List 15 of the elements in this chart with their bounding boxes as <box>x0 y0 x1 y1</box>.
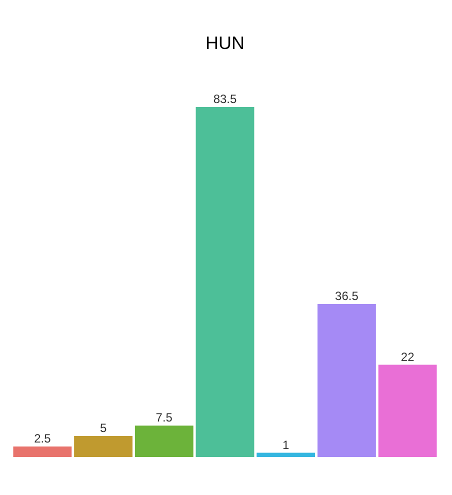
data-label: 7.5 <box>156 410 173 425</box>
bar <box>196 107 254 457</box>
bar <box>318 304 376 457</box>
chart-title: HUN <box>206 33 244 53</box>
data-label: 1 <box>282 438 290 452</box>
bar <box>378 364 437 457</box>
data-label: 5 <box>100 421 107 436</box>
bar <box>134 426 194 457</box>
bar <box>256 452 316 457</box>
data-label: 83.5 <box>213 92 237 106</box>
data-label: 36.5 <box>335 289 359 304</box>
data-label: 22 <box>400 350 415 364</box>
bar <box>74 436 132 457</box>
bar <box>13 446 72 457</box>
data-label: 2.5 <box>34 432 52 446</box>
